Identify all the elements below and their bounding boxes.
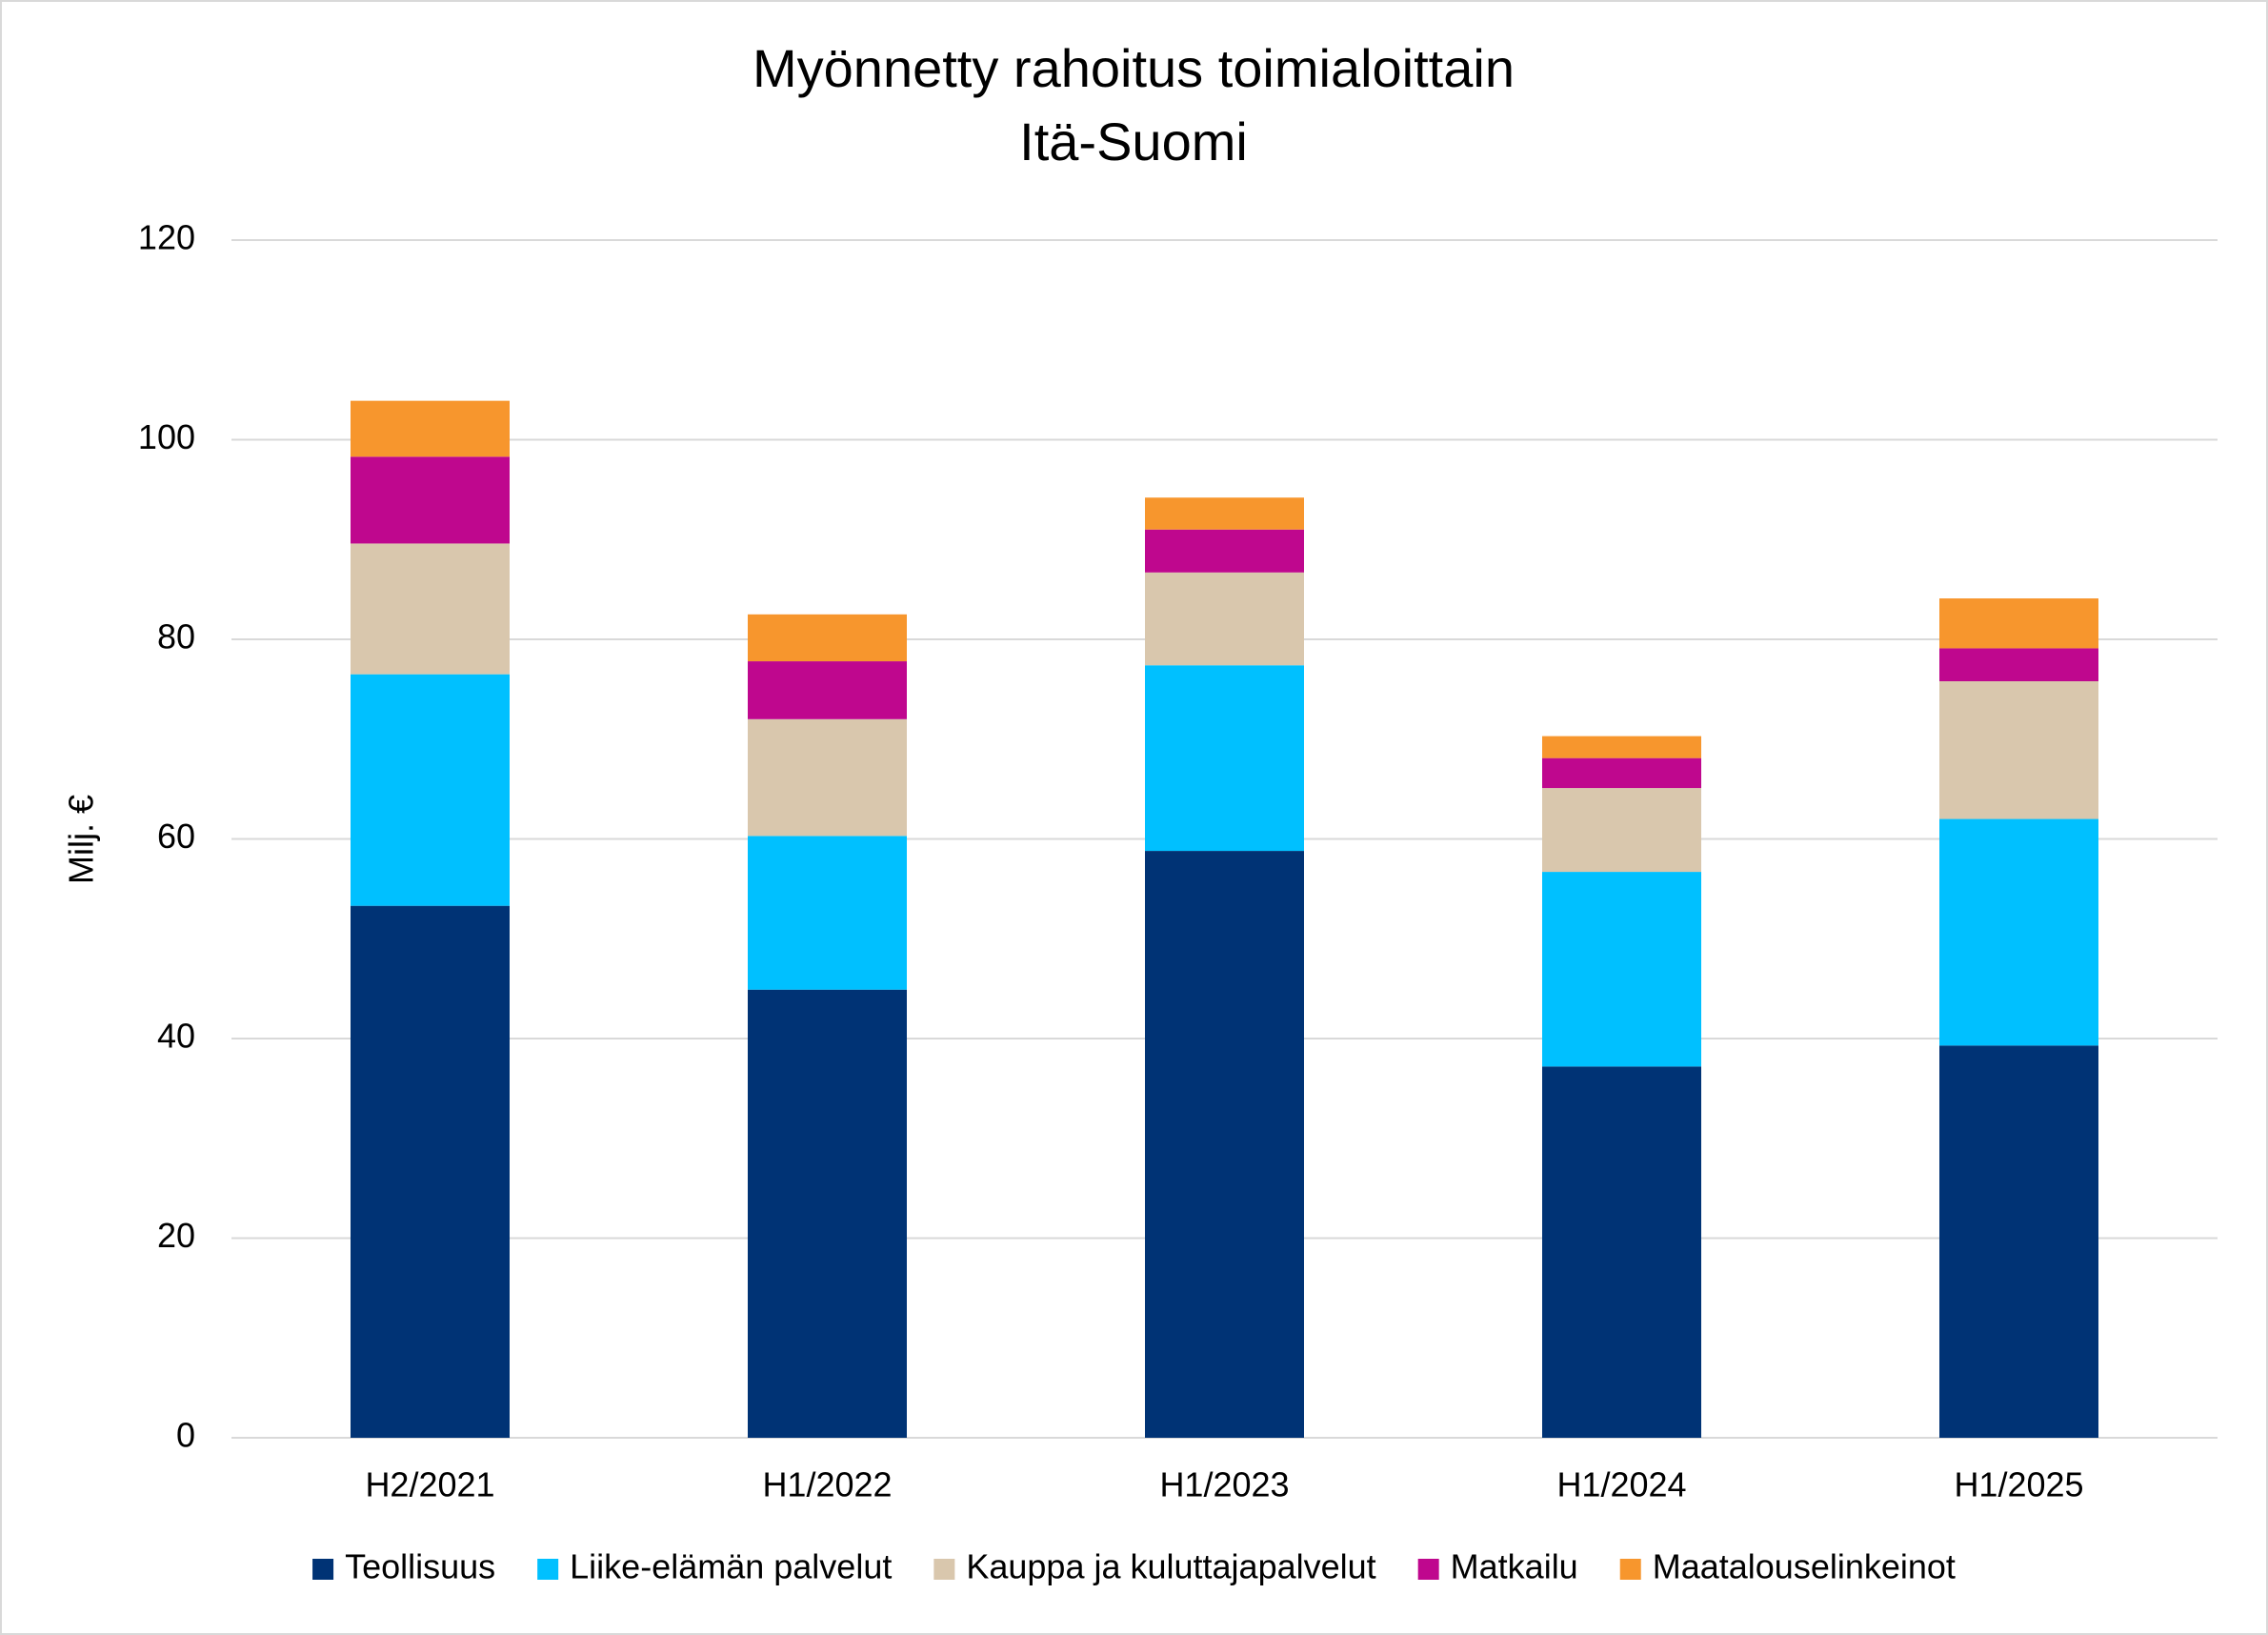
bar-segment [351, 543, 510, 675]
x-tick-label: H1/2023 [1159, 1465, 1289, 1504]
y-tick-label: 40 [157, 1017, 195, 1056]
legend-label: Maatalouselinkeinot [1653, 1547, 1956, 1586]
legend-label: Matkailu [1451, 1547, 1578, 1586]
bar-segment [351, 400, 510, 457]
bar-segment [1145, 851, 1304, 1438]
x-tick-label: H1/2022 [762, 1465, 892, 1504]
bar-segment [1939, 818, 2098, 1046]
x-tick-label: H1/2024 [1556, 1465, 1686, 1504]
bar-segment [1542, 872, 1701, 1067]
bar-segment [1939, 680, 2098, 819]
legend-swatch [1417, 1559, 1439, 1580]
x-tick-label: H1/2025 [1954, 1465, 2083, 1504]
y-axis-label: Milj. € [62, 795, 101, 884]
chart-subtitle: Itä-Suomi [1019, 111, 1248, 172]
bar-segment [1939, 598, 2098, 649]
bar-segment [351, 905, 510, 1438]
bar-segment [351, 674, 510, 906]
legend-label: Teollisuus [345, 1547, 495, 1586]
bar-segment [1939, 648, 2098, 681]
legend-swatch [312, 1559, 334, 1580]
bar-segment [1145, 572, 1304, 666]
bar-segment [748, 718, 907, 837]
bar-segment [351, 456, 510, 544]
bar-segment [748, 836, 907, 990]
y-tick-label: 20 [157, 1216, 195, 1255]
bar-segment [1542, 788, 1701, 873]
y-tick-label: 100 [138, 417, 195, 456]
legend-label: Liike-elämän palvelut [570, 1547, 892, 1586]
bar-segment [1145, 497, 1304, 530]
x-tick-label: H2/2021 [365, 1465, 494, 1504]
bar-segment [1542, 757, 1701, 789]
bar-segment [1542, 736, 1701, 758]
bar-segment [748, 989, 907, 1438]
legend-swatch [537, 1559, 559, 1580]
bar-segment [1145, 665, 1304, 852]
bar-segment [1542, 1066, 1701, 1438]
legend-label: Kauppa ja kuluttajapalvelut [966, 1547, 1375, 1586]
chart-title: Myönnetty rahoitus toimialoittain [753, 38, 1515, 98]
bar-segment [1939, 1045, 2098, 1438]
y-tick-label: 0 [176, 1416, 195, 1455]
legend-swatch [1619, 1559, 1641, 1580]
bar-segment [1145, 529, 1304, 573]
legend-swatch [933, 1559, 955, 1580]
bar-segment [748, 614, 907, 662]
y-tick-label: 80 [157, 617, 195, 656]
y-tick-label: 60 [157, 817, 195, 856]
bar-segment [748, 661, 907, 719]
y-tick-label: 120 [138, 218, 195, 257]
